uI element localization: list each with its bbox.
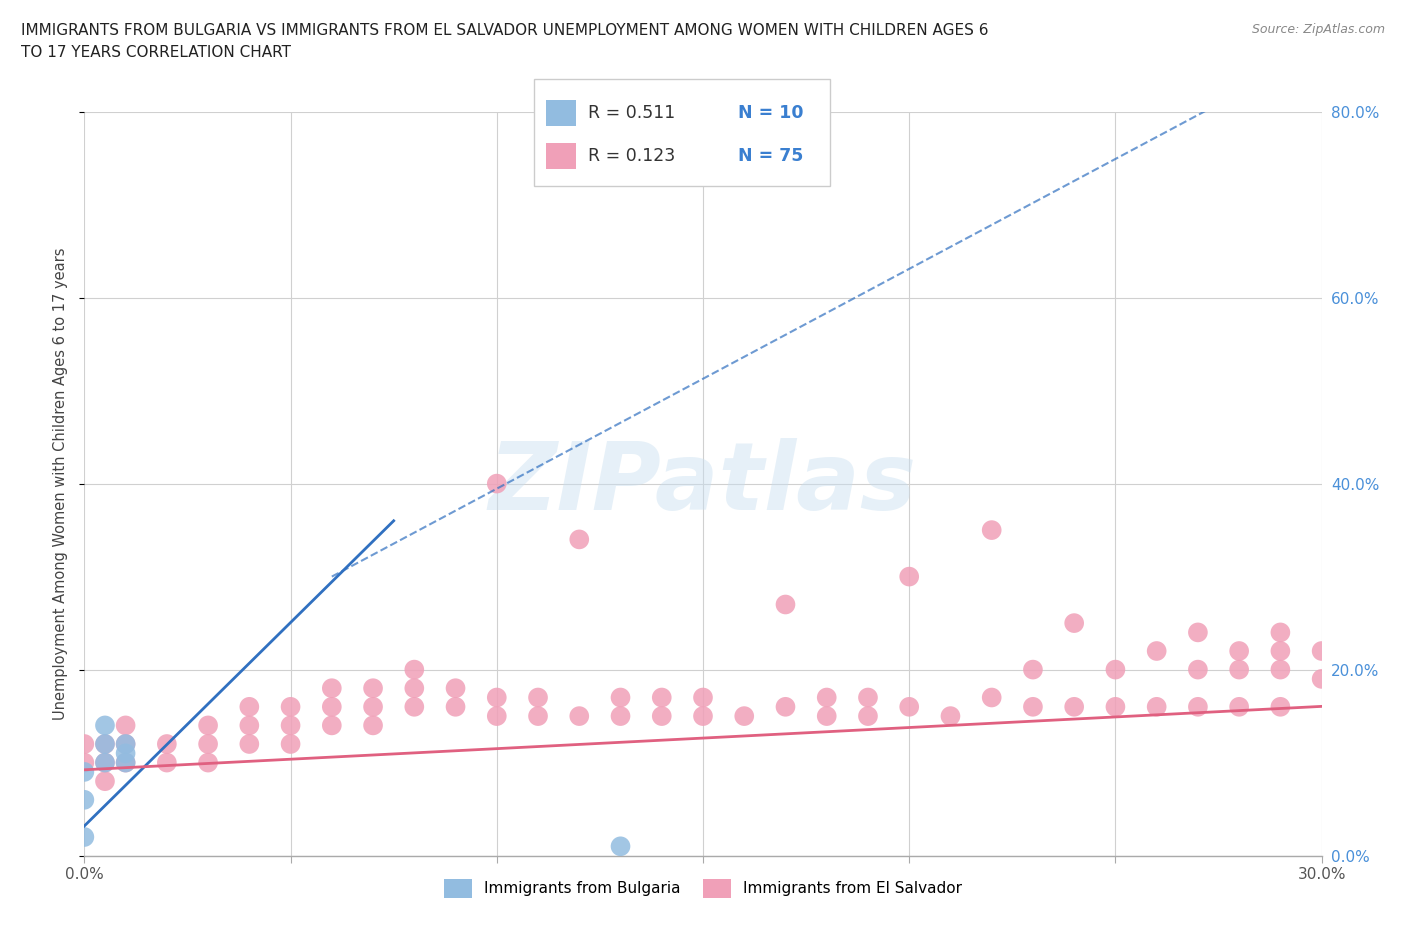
Point (1270, 699, 1292, 714)
Point (114, 718, 136, 733)
Point (114, 746, 136, 761)
Point (444, 681, 467, 696)
Point (898, 699, 921, 714)
Text: N = 10: N = 10 (738, 104, 804, 122)
Point (775, 597, 797, 612)
Legend: Immigrants from Bulgaria, Immigrants from El Salvador: Immigrants from Bulgaria, Immigrants fro… (437, 873, 969, 904)
Point (1104, 662, 1126, 677)
Text: Source: ZipAtlas.com: Source: ZipAtlas.com (1251, 23, 1385, 36)
Point (238, 737, 260, 751)
Point (361, 699, 384, 714)
Point (1022, 662, 1045, 677)
Point (1227, 662, 1250, 677)
Point (94, 755, 117, 770)
Point (527, 690, 550, 705)
Point (1227, 699, 1250, 714)
Point (73, 830, 96, 844)
Point (404, 662, 426, 677)
Point (485, 690, 508, 705)
Point (609, 709, 631, 724)
Point (1187, 625, 1209, 640)
Point (280, 737, 302, 751)
Point (404, 681, 426, 696)
Point (856, 690, 879, 705)
Text: R = 0.123: R = 0.123 (588, 147, 675, 165)
Point (321, 681, 343, 696)
Y-axis label: Unemployment Among Women with Children Ages 6 to 17 years: Unemployment Among Women with Children A… (53, 247, 69, 720)
Point (856, 709, 879, 724)
Point (980, 523, 1002, 538)
Point (692, 690, 714, 705)
Point (321, 699, 343, 714)
Point (651, 709, 673, 724)
Point (568, 709, 591, 724)
Point (94, 737, 117, 751)
Point (1310, 644, 1333, 658)
Point (444, 699, 467, 714)
Point (1063, 616, 1085, 631)
Point (280, 718, 302, 733)
Point (1227, 644, 1250, 658)
Point (775, 699, 797, 714)
Point (114, 737, 136, 751)
Point (1187, 662, 1209, 677)
Point (238, 718, 260, 733)
Point (1146, 644, 1168, 658)
Text: ZIPatlas: ZIPatlas (489, 438, 917, 529)
Point (1270, 625, 1292, 640)
Point (485, 709, 508, 724)
Point (1063, 699, 1085, 714)
Text: R = 0.511: R = 0.511 (588, 104, 675, 122)
Point (1104, 699, 1126, 714)
Point (609, 839, 631, 854)
Point (156, 737, 179, 751)
Point (321, 718, 343, 733)
Text: N = 75: N = 75 (738, 147, 803, 165)
Point (73, 737, 96, 751)
Point (73, 792, 96, 807)
Point (939, 709, 962, 724)
Point (94, 755, 117, 770)
Point (733, 709, 755, 724)
Point (980, 690, 1002, 705)
Point (692, 709, 714, 724)
Point (73, 764, 96, 779)
Point (280, 699, 302, 714)
Point (815, 709, 838, 724)
Point (1310, 671, 1333, 686)
Point (94, 774, 117, 789)
Point (609, 690, 631, 705)
Point (815, 690, 838, 705)
Point (94, 737, 117, 751)
Point (651, 690, 673, 705)
Point (568, 532, 591, 547)
Point (361, 718, 384, 733)
Point (197, 718, 219, 733)
Text: TO 17 YEARS CORRELATION CHART: TO 17 YEARS CORRELATION CHART (21, 45, 291, 60)
Point (527, 709, 550, 724)
Point (114, 755, 136, 770)
Text: IMMIGRANTS FROM BULGARIA VS IMMIGRANTS FROM EL SALVADOR UNEMPLOYMENT AMONG WOMEN: IMMIGRANTS FROM BULGARIA VS IMMIGRANTS F… (21, 23, 988, 38)
Point (73, 755, 96, 770)
Point (94, 718, 117, 733)
Point (238, 699, 260, 714)
Point (1146, 699, 1168, 714)
Point (404, 699, 426, 714)
Point (156, 755, 179, 770)
Point (1270, 662, 1292, 677)
Point (114, 737, 136, 751)
Point (898, 569, 921, 584)
Point (197, 755, 219, 770)
Point (1022, 699, 1045, 714)
Point (1270, 644, 1292, 658)
Point (1187, 699, 1209, 714)
Point (114, 755, 136, 770)
Point (361, 681, 384, 696)
Point (485, 476, 508, 491)
Point (197, 737, 219, 751)
